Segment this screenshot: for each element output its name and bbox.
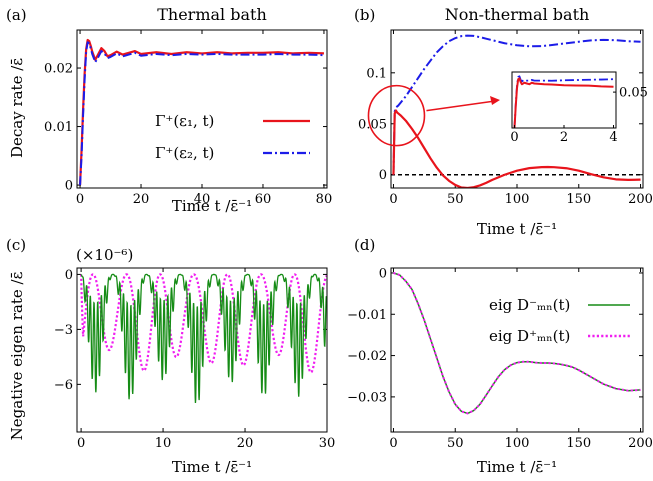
ylabel-top: Decay rate /ε̄ — [8, 58, 26, 158]
panel-a-title: Thermal bath — [157, 5, 267, 24]
y-tick-label: −0.02 — [347, 349, 387, 364]
x-tick-label: 60 — [255, 192, 272, 207]
plot-area — [78, 38, 324, 186]
panel-b-xlabel: Time t /ε̄⁻¹ — [477, 220, 557, 238]
ylabel-bottom: Negative eigen rate /ε̄ — [8, 271, 26, 440]
series-gamma-eps2 — [79, 41, 324, 186]
inset-series-gamma-eps1 — [513, 77, 614, 128]
inset-x-tick-label: 0 — [510, 130, 518, 145]
x-tick-label: 150 — [566, 192, 591, 207]
panel-b-label: (b) — [354, 6, 375, 24]
inset-background — [512, 72, 616, 128]
y-tick-label: 0 — [379, 266, 387, 281]
x-tick-label: 50 — [447, 192, 464, 207]
x-tick-label: 50 — [447, 436, 464, 451]
inset-y-tick-label: 0.05 — [619, 86, 648, 101]
axes-frame — [390, 267, 644, 433]
panel-d: 0 50 100 150 200 0 −0.01 −0.02 −0.03 eig D⁻ₘₙ(t) e… — [347, 266, 653, 451]
y-tick-label: −0.03 — [347, 390, 387, 405]
inset-plot-area — [513, 75, 614, 128]
series-gamma-eps2 — [392, 34, 641, 175]
panel-a-label: (a) — [6, 6, 27, 24]
y-tick-label: −6 — [54, 378, 73, 393]
series-gamma-eps1 — [78, 38, 324, 186]
y-tick-label: 0 — [379, 168, 387, 183]
y-tick-label: −3 — [54, 323, 73, 338]
legend-label: eig D⁺ₘₙ(t) — [489, 327, 570, 345]
legend-label: Γ⁺(ε₁, t) — [155, 112, 214, 130]
x-tick-label: 40 — [194, 192, 211, 207]
panel-c: 0 10 20 30 0 −3 −6 — [54, 267, 336, 451]
x-tick-label: 0 — [389, 436, 397, 451]
x-tick-label: 0 — [77, 436, 85, 451]
series-eig-d-plus — [80, 273, 327, 374]
zoom-circle — [367, 84, 426, 147]
y-tick-label: −0.01 — [347, 308, 387, 323]
panel-b: 0 50 100 150 200 0 0.05 0.1 0 2 4 0.05 — [358, 29, 653, 207]
x-tick-label: 150 — [566, 436, 591, 451]
legend-label: eig D⁻ₘₙ(t) — [489, 296, 570, 314]
panel-d-label: (d) — [354, 236, 375, 254]
plot-area — [80, 273, 327, 404]
axes-frame — [76, 29, 328, 189]
inset-series-gamma-eps2 — [513, 75, 614, 128]
y-tick-label: 0.1 — [366, 66, 387, 81]
x-tick-label: 0 — [389, 192, 397, 207]
series-eig-d-plus — [393, 272, 641, 415]
x-tick-label: 20 — [237, 436, 254, 451]
y-tick-label: 0 — [65, 179, 73, 194]
axes-frame — [390, 29, 644, 189]
panel-c-xlabel: Time t /ε̄⁻¹ — [172, 458, 252, 476]
series-eig-d-minus — [80, 273, 327, 404]
x-tick-label: 20 — [133, 192, 150, 207]
y-tick-label: 0.05 — [358, 117, 387, 132]
panel-c-label: (c) — [6, 236, 26, 254]
x-tick-label: 100 — [505, 192, 530, 207]
plot-area — [393, 272, 641, 415]
x-tick-label: 30 — [319, 436, 336, 451]
inset-x-tick-label: 4 — [609, 130, 617, 145]
x-tick-label: 100 — [505, 436, 530, 451]
y-tick-label: 0 — [65, 268, 73, 283]
panel-a: 0 20 40 60 80 0 0.01 0.02 Γ⁺(ε₁, t) Γ⁺(ε₂, t) — [44, 29, 333, 207]
x-tick-label: 80 — [316, 192, 333, 207]
inset: 0 2 4 0.05 — [510, 71, 648, 145]
x-tick-label: 10 — [155, 436, 172, 451]
legend-label: Γ⁺(ε₂, t) — [155, 144, 214, 162]
x-tick-label: 200 — [628, 192, 653, 207]
x-tick-label: 0 — [76, 192, 84, 207]
zoom-arrowhead — [490, 96, 500, 105]
panel-b-title: Non-thermal bath — [445, 5, 590, 24]
inset-x-tick-label: 2 — [560, 130, 568, 145]
x-tick-label: 200 — [628, 436, 653, 451]
zoom-arrow-line — [426, 100, 496, 112]
panel-a-xlabel: Time t /ε̄⁻¹ — [172, 197, 252, 215]
y-tick-label: 0.01 — [44, 120, 73, 135]
panel-c-scale-note: (×10⁻⁶) — [76, 246, 133, 264]
y-tick-label: 0.02 — [44, 62, 73, 77]
axes-frame — [76, 267, 328, 433]
panel-d-xlabel: Time t /ε̄⁻¹ — [477, 458, 557, 476]
